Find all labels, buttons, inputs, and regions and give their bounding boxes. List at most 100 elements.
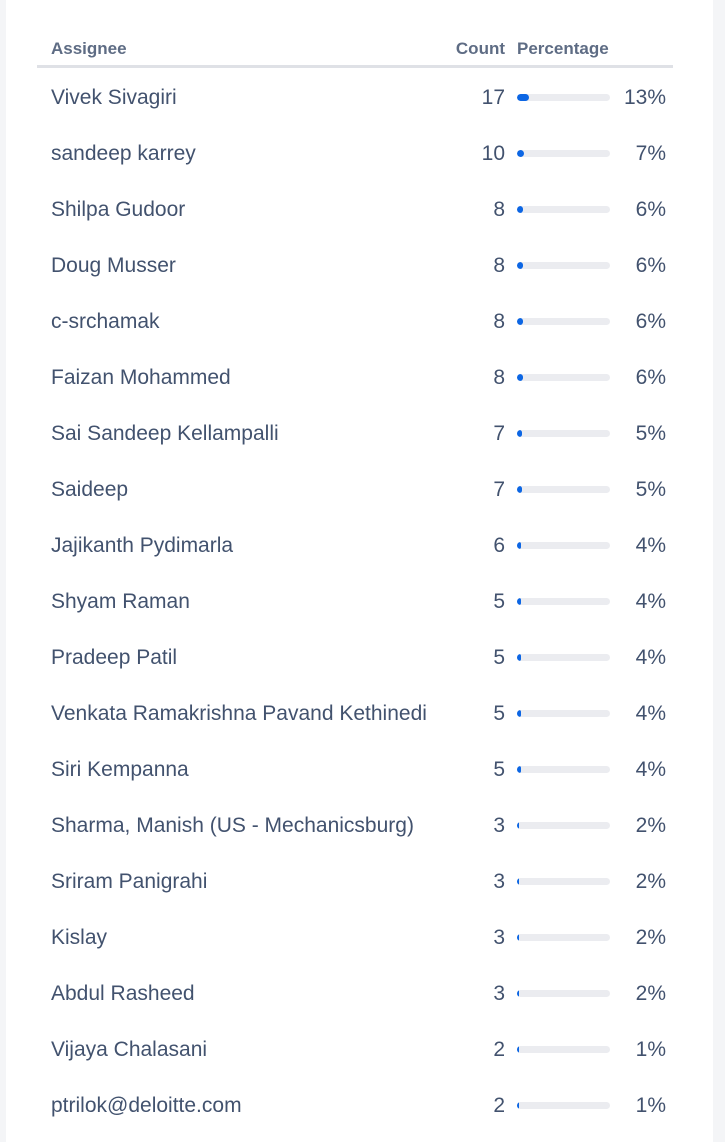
table-body: Vivek Sivagiri 17 13% sandeep karrey 10 7% Shi… — [37, 68, 673, 1132]
assignee-name[interactable]: sandeep karrey — [51, 142, 196, 165]
table-row[interactable]: c-srchamak 8 6% — [37, 292, 673, 348]
table-row[interactable]: Sai Sandeep Kellampalli 7 5% — [37, 404, 673, 460]
percentage-bar-fill — [517, 262, 523, 269]
percentage-bar-track — [517, 430, 610, 437]
assignee-count: 5 — [493, 590, 505, 613]
assignee-table: Assignee Count Percentage Vivek Sivagiri… — [37, 0, 673, 1132]
assignee-count: 3 — [493, 870, 505, 893]
assignee-name[interactable]: Pradeep Patil — [51, 646, 178, 669]
assignee-percentage: 6% — [635, 198, 666, 221]
table-row[interactable]: Shyam Raman 5 4% — [37, 572, 673, 628]
assignee-count: 5 — [493, 646, 505, 669]
assignee-breakdown-panel: Assignee Count Percentage Vivek Sivagiri… — [6, 0, 713, 1142]
percentage-bar-fill — [517, 1102, 519, 1109]
percentage-bar-fill — [517, 766, 521, 773]
percentage-bar-fill — [517, 542, 521, 549]
table-row[interactable]: Vijaya Chalasani 2 1% — [37, 1020, 673, 1076]
assignee-name[interactable]: ptrilok@deloitte.com — [51, 1094, 242, 1117]
percentage-bar-track — [517, 262, 610, 269]
assignee-name[interactable]: Doug Musser — [51, 254, 176, 277]
assignee-count: 17 — [481, 86, 505, 109]
table-row[interactable]: Pradeep Patil 5 4% — [37, 628, 673, 684]
assignee-percentage: 2% — [635, 982, 666, 1005]
percentage-bar-fill — [517, 878, 519, 885]
percentage-bar-fill — [517, 430, 522, 437]
percentage-bar-fill — [517, 486, 522, 493]
assignee-name[interactable]: Venkata Ramakrishna Pavand Kethinedi — [51, 702, 427, 725]
table-row[interactable]: Vivek Sivagiri 17 13% — [37, 68, 673, 124]
assignee-count: 5 — [493, 758, 505, 781]
percentage-bar-track — [517, 990, 610, 997]
assignee-name[interactable]: Kislay — [51, 926, 108, 949]
assignee-count: 8 — [493, 254, 505, 277]
assignee-name[interactable]: Faizan Mohammed — [51, 366, 231, 389]
assignee-name[interactable]: Saideep — [51, 478, 129, 501]
percentage-bar-fill — [517, 374, 523, 381]
table-row[interactable]: Jajikanth Pydimarla 6 4% — [37, 516, 673, 572]
assignee-percentage: 6% — [635, 366, 666, 389]
column-header-percentage[interactable]: Percentage — [517, 39, 609, 58]
assignee-name[interactable]: Sharma, Manish (US - Mechanicsburg) — [51, 814, 414, 837]
assignee-count: 5 — [493, 702, 505, 725]
assignee-count: 2 — [493, 1038, 505, 1061]
column-header-assignee[interactable]: Assignee — [51, 39, 127, 58]
column-header-count[interactable]: Count — [455, 39, 505, 58]
percentage-bar-track — [517, 822, 610, 829]
percentage-bar-track — [517, 374, 610, 381]
table-row[interactable]: Sriram Panigrahi 3 2% — [37, 852, 673, 908]
assignee-percentage: 4% — [635, 534, 666, 557]
percentage-bar-track — [517, 934, 610, 941]
assignee-percentage: 4% — [635, 702, 666, 725]
assignee-name[interactable]: Sriram Panigrahi — [51, 870, 208, 893]
assignee-percentage: 2% — [635, 870, 666, 893]
table-row[interactable]: ptrilok@deloitte.com 2 1% — [37, 1076, 673, 1132]
percentage-bar-track — [517, 206, 610, 213]
assignee-name[interactable]: c-srchamak — [51, 310, 160, 333]
percentage-bar-track — [517, 766, 610, 773]
percentage-bar-fill — [517, 710, 521, 717]
assignee-count: 7 — [493, 478, 505, 501]
assignee-name[interactable]: Vijaya Chalasani — [51, 1038, 208, 1061]
assignee-count: 3 — [493, 814, 505, 837]
percentage-bar-track — [517, 654, 610, 661]
percentage-bar-fill — [517, 934, 519, 941]
assignee-percentage: 4% — [635, 758, 666, 781]
assignee-percentage: 6% — [635, 310, 666, 333]
assignee-percentage: 6% — [635, 254, 666, 277]
percentage-bar-track — [517, 318, 610, 325]
percentage-bar-track — [517, 542, 610, 549]
assignee-percentage: 4% — [635, 590, 666, 613]
percentage-bar-fill — [517, 318, 523, 325]
table-row[interactable]: Abdul Rasheed 3 2% — [37, 964, 673, 1020]
percentage-bar-track — [517, 486, 610, 493]
percentage-bar-fill — [517, 94, 530, 101]
table-row[interactable]: Doug Musser 8 6% — [37, 236, 673, 292]
assignee-name[interactable]: Sai Sandeep Kellampalli — [51, 422, 279, 445]
assignee-percentage: 1% — [635, 1094, 666, 1117]
table-row[interactable]: Saideep 7 5% — [37, 460, 673, 516]
percentage-bar-track — [517, 1102, 610, 1109]
table-row[interactable]: sandeep karrey 10 7% — [37, 124, 673, 180]
percentage-bar-fill — [517, 598, 521, 605]
assignee-name[interactable]: Jajikanth Pydimarla — [51, 534, 234, 557]
table-row[interactable]: Kislay 3 2% — [37, 908, 673, 964]
assignee-count: 2 — [493, 1094, 505, 1117]
assignee-name[interactable]: Shyam Raman — [51, 590, 190, 613]
assignee-name[interactable]: Shilpa Gudoor — [51, 198, 186, 221]
assignee-name[interactable]: Vivek Sivagiri — [51, 86, 177, 109]
percentage-bar-track — [517, 150, 610, 157]
table-row[interactable]: Siri Kempanna 5 4% — [37, 740, 673, 796]
assignee-percentage: 1% — [635, 1038, 666, 1061]
assignee-count: 10 — [481, 142, 505, 165]
assignee-name[interactable]: Abdul Rasheed — [51, 982, 195, 1005]
assignee-percentage: 5% — [635, 478, 666, 501]
table-header: Assignee Count Percentage — [37, 0, 673, 68]
assignee-count: 8 — [493, 366, 505, 389]
assignee-name[interactable]: Siri Kempanna — [51, 758, 189, 781]
percentage-bar-fill — [517, 206, 523, 213]
table-row[interactable]: Shilpa Gudoor 8 6% — [37, 180, 673, 236]
assignee-count: 7 — [493, 422, 505, 445]
table-row[interactable]: Venkata Ramakrishna Pavand Kethinedi 5 4% — [37, 684, 673, 740]
table-row[interactable]: Sharma, Manish (US - Mechanicsburg) 3 2% — [37, 796, 673, 852]
table-row[interactable]: Faizan Mohammed 8 6% — [37, 348, 673, 404]
